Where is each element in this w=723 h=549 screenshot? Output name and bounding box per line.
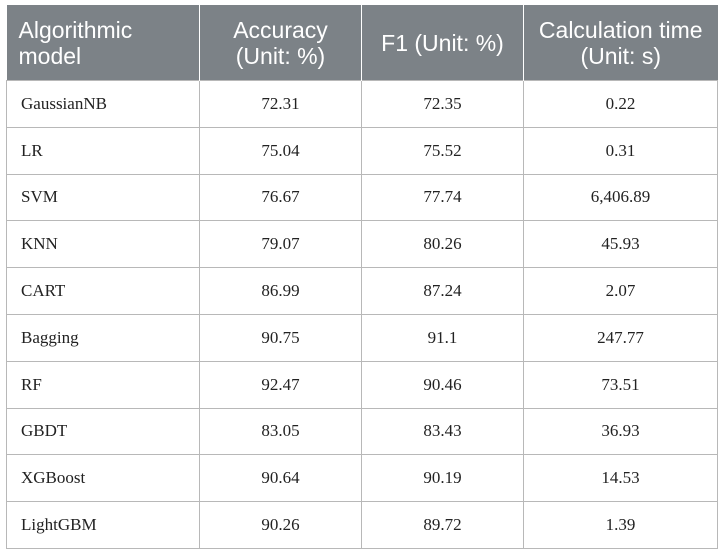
table-row: LR 75.04 75.52 0.31 xyxy=(6,126,718,175)
table-row: SVM 76.67 77.74 6,406.89 xyxy=(6,173,718,221)
header-f1: F1 (Unit: %) xyxy=(361,5,524,81)
accuracy-cell: 90.75 xyxy=(199,313,362,362)
accuracy-cell: 72.31 xyxy=(199,80,362,128)
table-body: GaussianNB 72.31 72.35 0.22 LR 75.04 75.52 0.31… xyxy=(6,80,718,549)
model-name-cell: RF xyxy=(6,360,200,409)
table-header: Algorithmic model Accuracy (Unit: %) F1 … xyxy=(6,5,718,81)
accuracy-cell: 76.67 xyxy=(199,173,362,221)
f1-cell: 87.24 xyxy=(361,267,524,315)
f1-cell: 89.72 xyxy=(361,501,524,549)
table-row: GBDT 83.05 83.43 36.93 xyxy=(6,407,718,455)
header-row: Algorithmic model Accuracy (Unit: %) F1 … xyxy=(6,5,718,81)
model-name-cell: LR xyxy=(6,126,200,175)
accuracy-cell: 86.99 xyxy=(199,267,362,315)
calculation-time-cell: 0.31 xyxy=(523,126,718,175)
model-name-cell: XGBoost xyxy=(6,454,200,502)
f1-cell: 77.74 xyxy=(361,173,524,221)
f1-cell: 83.43 xyxy=(361,407,524,455)
calculation-time-cell: 1.39 xyxy=(523,501,718,549)
table-row: Bagging 90.75 91.1 247.77 xyxy=(6,313,718,362)
f1-cell: 90.46 xyxy=(361,360,524,409)
accuracy-cell: 92.47 xyxy=(199,360,362,409)
calculation-time-cell: 45.93 xyxy=(523,220,718,268)
calculation-time-cell: 247.77 xyxy=(523,313,718,362)
table-row: GaussianNB 72.31 72.35 0.22 xyxy=(6,80,718,128)
table-row: KNN 79.07 80.26 45.93 xyxy=(6,220,718,268)
f1-cell: 90.19 xyxy=(361,454,524,502)
f1-cell: 72.35 xyxy=(361,80,524,128)
f1-cell: 91.1 xyxy=(361,313,524,362)
accuracy-cell: 83.05 xyxy=(199,407,362,455)
calculation-time-cell: 2.07 xyxy=(523,267,718,315)
accuracy-cell: 75.04 xyxy=(199,126,362,175)
calculation-time-cell: 36.93 xyxy=(523,407,718,455)
model-name-cell: LightGBM xyxy=(6,501,200,549)
header-accuracy: Accuracy (Unit: %) xyxy=(199,5,362,81)
table-row: CART 86.99 87.24 2.07 xyxy=(6,267,718,315)
results-table-container: Algorithmic model Accuracy (Unit: %) F1 … xyxy=(6,5,718,549)
model-name-cell: SVM xyxy=(6,173,200,221)
accuracy-cell: 90.26 xyxy=(199,501,362,549)
table-row: LightGBM 90.26 89.72 1.39 xyxy=(6,501,718,549)
calculation-time-cell: 0.22 xyxy=(523,80,718,128)
model-comparison-table: Algorithmic model Accuracy (Unit: %) F1 … xyxy=(6,5,718,549)
table-row: XGBoost 90.64 90.19 14.53 xyxy=(6,454,718,502)
model-name-cell: CART xyxy=(6,267,200,315)
calculation-time-cell: 14.53 xyxy=(523,454,718,502)
model-name-cell: GBDT xyxy=(6,407,200,455)
calculation-time-cell: 73.51 xyxy=(523,360,718,409)
header-algorithmic-model: Algorithmic model xyxy=(6,5,200,81)
f1-cell: 80.26 xyxy=(361,220,524,268)
header-calculation-time: Calculation time (Unit: s) xyxy=(523,5,718,81)
f1-cell: 75.52 xyxy=(361,126,524,175)
model-name-cell: GaussianNB xyxy=(6,80,200,128)
calculation-time-cell: 6,406.89 xyxy=(523,173,718,221)
accuracy-cell: 90.64 xyxy=(199,454,362,502)
model-name-cell: Bagging xyxy=(6,313,200,362)
accuracy-cell: 79.07 xyxy=(199,220,362,268)
table-row: RF 92.47 90.46 73.51 xyxy=(6,360,718,409)
model-name-cell: KNN xyxy=(6,220,200,268)
